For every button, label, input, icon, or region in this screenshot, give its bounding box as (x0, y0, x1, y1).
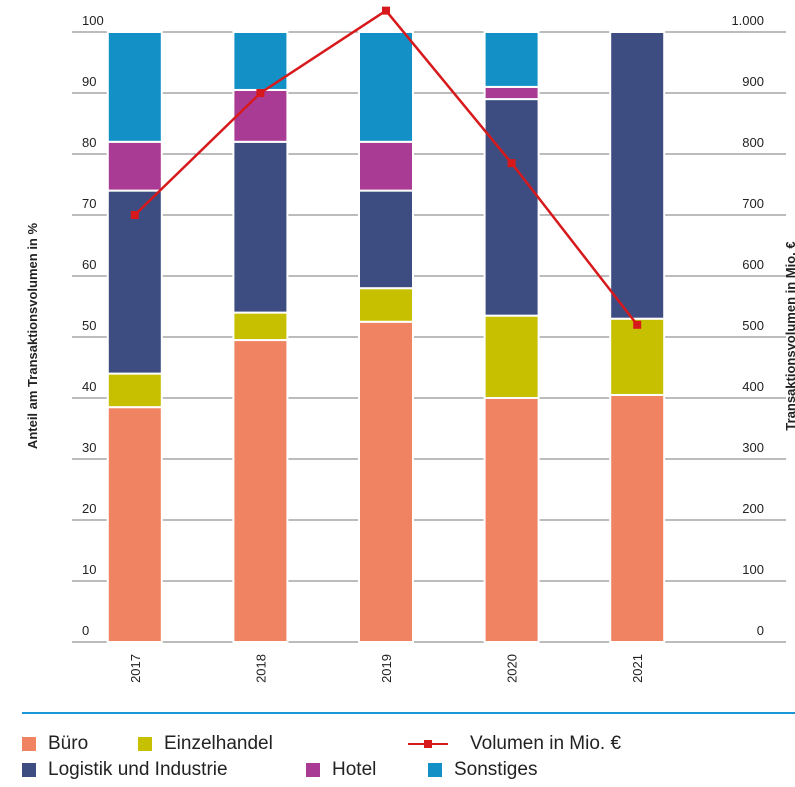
bar-segment (232, 88, 289, 143)
legend-item-logistik: Logistik und Industrie (22, 759, 228, 781)
x-tick-label: 2018 (253, 654, 268, 683)
x-tick-label: 2021 (630, 654, 645, 683)
y-tick-left: 20 (82, 501, 96, 516)
bar-segment (483, 31, 540, 88)
legend-row-2: Logistik und Industrie Hotel Sonstiges (22, 759, 782, 785)
volume-point (256, 89, 265, 97)
y-tick-left: 60 (82, 257, 96, 272)
y-tick-left: 0 (82, 623, 89, 638)
legend-row-1: Büro Einzelhandel Volumen in Mio. € (22, 733, 782, 759)
y-tick-right: 700 (742, 196, 764, 211)
y-tick-right: 800 (742, 135, 764, 150)
legend-swatch (22, 737, 36, 751)
legend: Büro Einzelhandel Volumen in Mio. € Logi… (22, 733, 782, 785)
bar-segment (483, 314, 540, 399)
y-tick-left: 80 (82, 135, 96, 150)
legend-label: Volumen in Mio. € (470, 733, 622, 754)
volume-point (130, 211, 139, 219)
y-tick-right: 300 (742, 440, 764, 455)
bar-segment (483, 85, 540, 101)
y-tick-right: 600 (742, 257, 764, 272)
bar-segment (609, 31, 666, 320)
y-tick-right: 500 (742, 318, 764, 333)
tick-labels: 0 10 20 30 40 50 60 70 80 90 100 0 100 200 300 400 500 60… (82, 13, 764, 683)
y-tick-left: 10 (82, 562, 96, 577)
bar-segment (358, 31, 414, 143)
bar-segment (106, 140, 163, 192)
bar-segment (106, 31, 163, 143)
y-tick-right: 900 (742, 74, 764, 89)
y-tick-left: 40 (82, 379, 96, 394)
volume-point (382, 6, 390, 15)
volume-point (507, 159, 516, 168)
gridlines (72, 31, 786, 643)
bar-segment (483, 98, 540, 317)
bar-segment (106, 406, 163, 643)
bar-segment (232, 311, 289, 342)
legend-swatch (428, 763, 442, 777)
volume-point (633, 320, 642, 329)
legend-label: Logistik und Industrie (48, 759, 228, 780)
legend-divider (22, 712, 795, 714)
x-tick-label: 2019 (379, 654, 394, 683)
x-tick-label: 2020 (505, 654, 520, 683)
legend-item-einzelhandel: Einzelhandel (138, 733, 273, 755)
y-tick-right: 100 (742, 562, 764, 577)
chart: 0 10 20 30 40 50 60 70 80 90 100 0 100 200 300 400 500 60… (25, 6, 795, 683)
y-axis-title-left: Anteil am Transaktionsvolumen in % (25, 223, 40, 450)
y-axis-title-right: Transaktionsvolumen in Mio. € (783, 241, 795, 430)
legend-swatch (138, 737, 152, 751)
legend-item-hotel: Hotel (306, 759, 376, 781)
x-tick-label: 2017 (128, 654, 143, 683)
y-tick-left: 50 (82, 318, 96, 333)
y-tick-right: 400 (742, 379, 764, 394)
bar-segment (609, 317, 666, 396)
bar-segment (358, 287, 414, 323)
bar-segment (358, 189, 414, 290)
bar-segment (483, 397, 540, 643)
bar-segment (232, 339, 289, 643)
legend-swatch (306, 763, 320, 777)
bar-segment (358, 140, 414, 192)
legend-item-sonstiges: Sonstiges (428, 759, 537, 781)
legend-label: Hotel (332, 759, 377, 780)
legend-label: Einzelhandel (164, 733, 273, 754)
legend-swatch (22, 763, 36, 777)
y-tick-left: 90 (82, 74, 96, 89)
y-tick-right: 200 (742, 501, 764, 516)
legend-item-volumen: Volumen in Mio. € (408, 733, 621, 755)
bars (106, 31, 666, 644)
y-tick-left: 70 (82, 196, 96, 211)
legend-label: Sonstiges (454, 759, 538, 780)
y-tick-right: 1.000 (731, 13, 764, 28)
legend-item-buero: Büro (22, 733, 88, 755)
y-tick-left: 30 (82, 440, 96, 455)
bar-segment (106, 189, 163, 375)
bar-segment (232, 140, 289, 314)
legend-label: Büro (48, 733, 89, 754)
legend-line-marker (408, 737, 448, 751)
volume-line (130, 6, 642, 329)
bar-segment (106, 372, 163, 409)
bar-segment (358, 320, 414, 643)
bar-segment (609, 393, 666, 644)
y-tick-right: 0 (757, 623, 764, 638)
y-tick-left: 100 (82, 13, 104, 28)
